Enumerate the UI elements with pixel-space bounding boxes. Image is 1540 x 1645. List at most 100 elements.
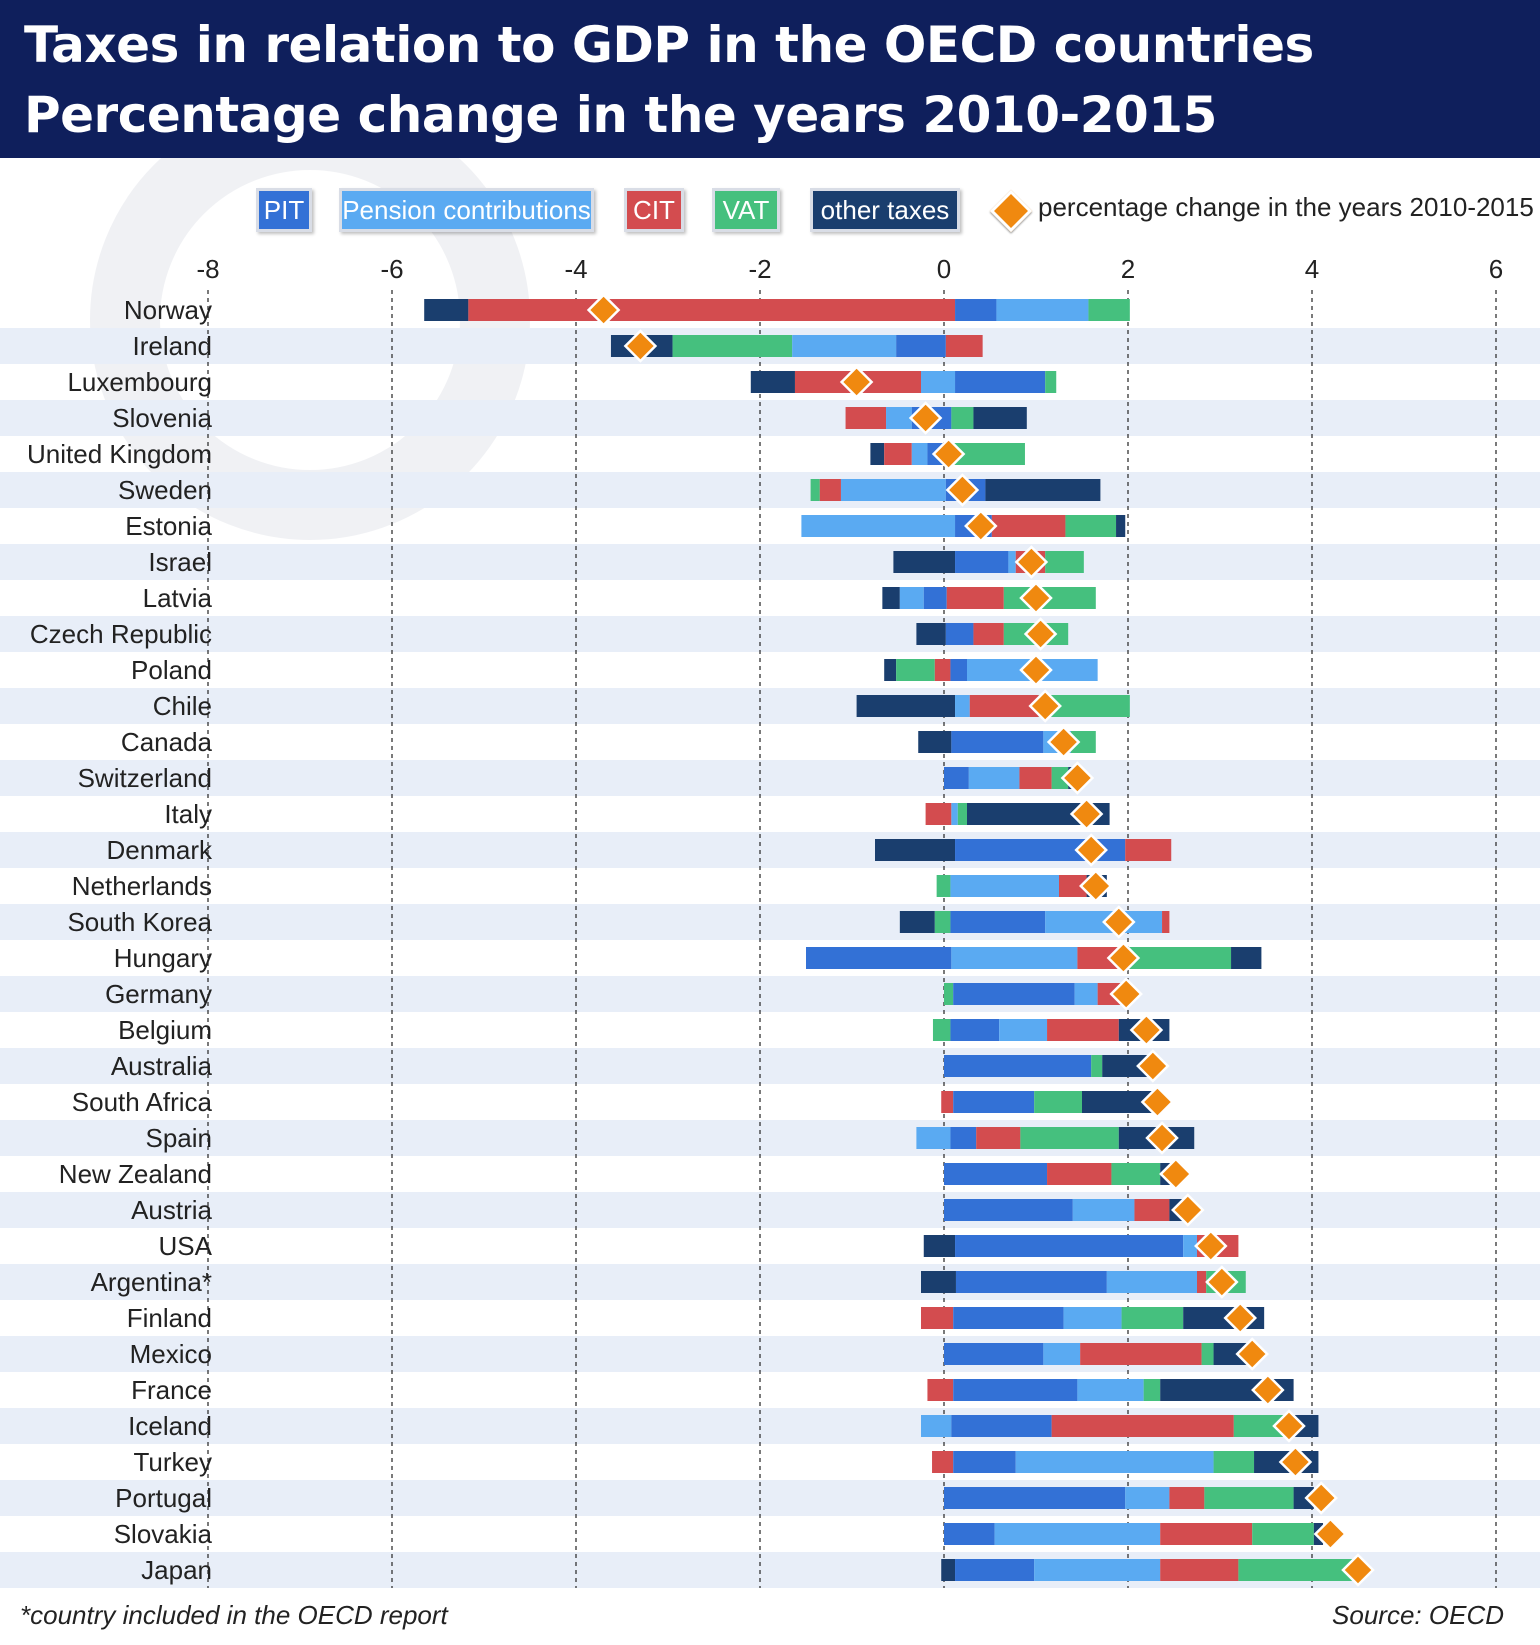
bar-segment <box>1231 947 1262 969</box>
bar-segment <box>950 911 1046 933</box>
bar-segment <box>951 947 1078 969</box>
country-label: France <box>131 1375 212 1405</box>
total-marker <box>1140 1085 1175 1119</box>
legend-vat: VAT <box>712 188 780 232</box>
bar-segment <box>991 515 1066 537</box>
total-marker <box>1159 1157 1193 1191</box>
bar-segment <box>999 1019 1048 1041</box>
bar-segment <box>1015 1451 1214 1473</box>
row-band <box>0 832 1540 868</box>
country-label: Denmark <box>107 835 213 865</box>
bar-segment <box>810 479 820 501</box>
bar-segment <box>955 371 1046 393</box>
bar-segment <box>969 695 1039 717</box>
bar-segment <box>1213 1343 1248 1365</box>
legend-marker-label: percentage change in the years 2010-2015 <box>1038 192 1534 222</box>
total-marker <box>1194 1229 1228 1263</box>
bar-segment <box>1116 515 1126 537</box>
bar-segment <box>1121 1307 1184 1329</box>
total-marker <box>1313 1517 1348 1551</box>
bar-segment <box>896 335 946 357</box>
bar-segment <box>750 371 795 393</box>
total-marker <box>908 401 943 435</box>
bar-segment <box>994 1523 1161 1545</box>
bar-segment <box>1169 1487 1205 1509</box>
country-label: Australia <box>111 1051 213 1081</box>
bar-segment <box>1238 1559 1354 1581</box>
bar-segment <box>1123 947 1232 969</box>
country-label: Sweden <box>118 475 212 505</box>
bar-segment <box>1020 1127 1119 1149</box>
bar-segment <box>1063 1307 1122 1329</box>
row-band <box>0 1120 1540 1156</box>
country-label: Iceland <box>128 1411 212 1441</box>
total-marker <box>1136 1049 1170 1083</box>
bar-segment <box>951 731 1044 753</box>
bar-segment <box>1034 1091 1082 1113</box>
total-marker <box>1341 1553 1375 1587</box>
bar-segment <box>927 1379 954 1401</box>
bar-segment <box>792 335 897 357</box>
bar-segment <box>941 1091 954 1113</box>
total-marker <box>1102 905 1136 939</box>
total-marker <box>586 293 621 327</box>
bar-segment <box>899 587 924 609</box>
bar-segment <box>911 443 928 465</box>
country-label: Canada <box>121 727 213 757</box>
legend: PIT Pension contributions CIT VAT other … <box>0 188 1540 238</box>
x-tick-label: 6 <box>1489 254 1503 284</box>
bar-segment <box>957 803 967 825</box>
bar-segment <box>936 875 951 897</box>
row-band <box>0 544 1540 580</box>
bar-segment <box>955 551 1009 573</box>
bar-segment <box>951 1415 1052 1437</box>
bar-segment <box>923 1235 956 1257</box>
bar-segment <box>925 803 952 825</box>
bar-segment <box>806 947 952 969</box>
bar-segment <box>1183 1235 1197 1257</box>
legend-cit: CIT <box>624 188 684 232</box>
bar-segment <box>840 479 946 501</box>
bar-segment <box>944 1343 1044 1365</box>
row-band <box>0 904 1540 940</box>
country-label: Belgium <box>118 1015 212 1045</box>
bar-segment <box>944 443 1025 465</box>
bar-segment <box>875 839 956 861</box>
row-band <box>0 976 1540 1012</box>
total-marker <box>1205 1265 1239 1299</box>
row-band <box>0 400 1540 436</box>
total-marker <box>1145 1121 1179 1155</box>
bar-segment <box>950 1127 977 1149</box>
bar-segment <box>955 1235 1184 1257</box>
country-label: Japan <box>141 1555 212 1585</box>
bar-segment <box>1160 1559 1239 1581</box>
country-label: Norway <box>124 295 212 325</box>
chart-subtitle: Percentage change in the years 2010-2015 <box>24 86 1217 144</box>
country-label: Slovenia <box>112 403 212 433</box>
bar-segment <box>944 983 954 1005</box>
source-note: Source: OECD <box>1332 1600 1504 1630</box>
total-marker <box>1019 653 1053 687</box>
row-band <box>0 616 1540 652</box>
country-label: Spain <box>146 1123 213 1153</box>
bar-segment <box>801 515 956 537</box>
total-marker <box>839 365 874 399</box>
total-marker <box>1129 1013 1164 1047</box>
bar-segment <box>944 1487 1126 1509</box>
bar-segment <box>1080 1343 1202 1365</box>
bar-segment <box>1125 839 1172 861</box>
row-band <box>0 1336 1540 1372</box>
x-tick-label: 0 <box>937 254 951 284</box>
total-marker <box>1046 725 1081 759</box>
country-label: Switzerland <box>78 763 212 793</box>
bar-segment <box>1065 515 1117 537</box>
bar-segment <box>1077 1379 1144 1401</box>
total-marker <box>1019 581 1053 615</box>
country-label: Latvia <box>143 583 213 613</box>
bar-segment <box>672 335 793 357</box>
row-band <box>0 472 1540 508</box>
bar-segment <box>950 1019 1000 1041</box>
bar-segment <box>955 1559 1035 1581</box>
bar-segment <box>856 695 956 717</box>
bar-segment <box>967 803 1110 825</box>
